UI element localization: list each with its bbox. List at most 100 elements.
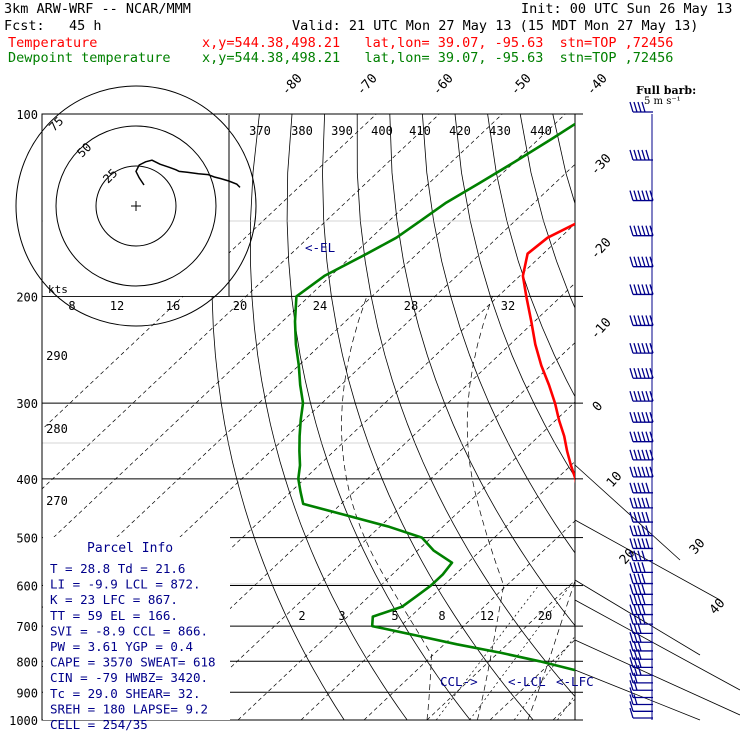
isotherm-line bbox=[237, 401, 575, 720]
wind-barb bbox=[629, 623, 653, 635]
wind-barb bbox=[629, 538, 653, 550]
wind-barb-flag bbox=[641, 412, 646, 423]
mixing-ratio-label: 24 bbox=[313, 299, 327, 313]
wind-barb-flag bbox=[633, 225, 638, 236]
theta-label: 420 bbox=[449, 124, 471, 138]
pressure-tick-label: 400 bbox=[16, 473, 38, 487]
wind-barb-flag bbox=[629, 562, 634, 573]
wind-barb-flag bbox=[629, 584, 634, 595]
wind-barb-flag bbox=[637, 190, 642, 201]
wind-barb-flag bbox=[637, 550, 642, 561]
wind-barb-flag bbox=[637, 594, 642, 605]
parcel-level-annotation: CCL-> bbox=[440, 674, 478, 689]
barb-key-title: Full barb: bbox=[636, 84, 696, 97]
wind-barb-flag bbox=[645, 497, 650, 509]
wind-barb bbox=[629, 680, 653, 691]
wind-barb-flag bbox=[633, 190, 638, 201]
parcel-level-annotation: <-LFC bbox=[556, 674, 594, 689]
isotherm-line bbox=[42, 114, 377, 430]
wind-barb-flag bbox=[641, 449, 646, 461]
wind-barb-flag bbox=[637, 315, 642, 326]
wind-barb-flag bbox=[641, 466, 646, 478]
moist-adiabat bbox=[466, 296, 505, 720]
wind-barb-flag bbox=[641, 594, 646, 605]
wind-barb-flag bbox=[629, 550, 634, 561]
wind-barb-flag bbox=[645, 482, 650, 493]
wind-barb-flag bbox=[629, 101, 634, 113]
wind-barb bbox=[629, 562, 653, 574]
isotherm-label: -80 bbox=[279, 71, 306, 98]
isotherm-extension bbox=[574, 579, 701, 656]
wind-barb-flag bbox=[629, 604, 634, 615]
theta-label: 410 bbox=[409, 124, 431, 138]
wind-barb-flag bbox=[637, 538, 642, 549]
parcel-info-box: Parcel Info T = 28.8 Td = 21.6LI = -9.9 … bbox=[43, 537, 230, 732]
init-time: Init: 00 UTC Sun 26 May 13 bbox=[521, 1, 733, 17]
mixing-ratio-label: 8 bbox=[68, 299, 75, 313]
isotherm-label: 40 bbox=[707, 596, 729, 618]
wind-barb-flag bbox=[637, 511, 642, 523]
isotherm-label: -30 bbox=[588, 151, 615, 178]
wind-barb-flag bbox=[629, 707, 634, 719]
mixing-ratio-label: 12 bbox=[110, 299, 124, 313]
wind-barb bbox=[629, 511, 653, 523]
isotherm-extension bbox=[574, 639, 740, 716]
moist-adiabat bbox=[729, 296, 740, 720]
wind-barb-flag bbox=[633, 694, 638, 705]
wind-barb-flag bbox=[641, 511, 646, 523]
wind-barb-flag bbox=[641, 342, 646, 354]
parcel-info-row: CAPE = 3570 SWEAT= 618 bbox=[50, 655, 216, 670]
wind-barb-flag bbox=[633, 623, 638, 634]
wind-barb-flag bbox=[633, 449, 638, 461]
wind-barb-flag bbox=[637, 525, 642, 536]
hodograph-trace bbox=[135, 159, 241, 188]
pressure-tick-label: 600 bbox=[16, 580, 38, 594]
wind-barb bbox=[629, 412, 654, 423]
wind-barb-flag bbox=[633, 573, 638, 584]
wind-barb-flag bbox=[637, 604, 642, 615]
wind-barb-flag bbox=[637, 101, 642, 113]
mixing-ratio-label: 28 bbox=[404, 299, 418, 313]
wind-barb-flag bbox=[641, 550, 646, 561]
wind-barb-flag bbox=[637, 149, 642, 161]
wind-barb-flag bbox=[637, 466, 642, 478]
wind-barb-flag bbox=[633, 315, 638, 326]
wind-barb-flag bbox=[637, 497, 642, 509]
hodograph-ring bbox=[55, 125, 217, 287]
wind-barb-flag bbox=[633, 284, 638, 295]
isotherm-line bbox=[426, 579, 575, 720]
isotherm-extension bbox=[574, 464, 681, 561]
wind-barb-flag bbox=[641, 482, 646, 493]
pressure-tick-label: 300 bbox=[16, 397, 38, 411]
wind-barb-flag bbox=[629, 613, 634, 625]
parcel-level-annotation: <-LCL bbox=[508, 674, 546, 689]
wind-barb bbox=[629, 482, 653, 494]
mixing-ratio-label: 32 bbox=[501, 299, 515, 313]
wind-barb-flag bbox=[641, 613, 646, 625]
wind-barb-flag bbox=[633, 680, 638, 691]
wind-barb-flag bbox=[633, 511, 638, 523]
mixing-ratio-label: 20 bbox=[233, 299, 247, 313]
wind-barb bbox=[629, 613, 653, 625]
parcel-info-row: TT = 59 EL = 166. bbox=[50, 608, 178, 623]
wind-barb-flag bbox=[633, 538, 638, 549]
hodograph-units-label: kts bbox=[48, 283, 68, 296]
wind-barb bbox=[629, 573, 653, 585]
forecast-hour: Fcst: 45 h bbox=[4, 18, 102, 34]
wind-barb bbox=[629, 449, 654, 461]
wind-barb-flag bbox=[629, 701, 634, 712]
parcel-info-title: Parcel Info bbox=[87, 541, 173, 556]
wind-barb-flag bbox=[637, 562, 642, 573]
dry-adiabat bbox=[322, 114, 534, 720]
wind-barb-flag bbox=[629, 665, 634, 676]
moist-adiabat bbox=[341, 296, 432, 720]
theta-label: 290 bbox=[46, 349, 68, 363]
wind-barb-flag bbox=[645, 149, 650, 161]
wind-barb bbox=[629, 225, 654, 237]
theta-label: 400 bbox=[371, 124, 393, 138]
dry-adiabat bbox=[356, 114, 575, 698]
wind-barb-flag bbox=[629, 672, 634, 684]
wind-barb bbox=[629, 342, 654, 354]
theta-label: 430 bbox=[489, 124, 511, 138]
isotherm-line bbox=[42, 114, 566, 609]
